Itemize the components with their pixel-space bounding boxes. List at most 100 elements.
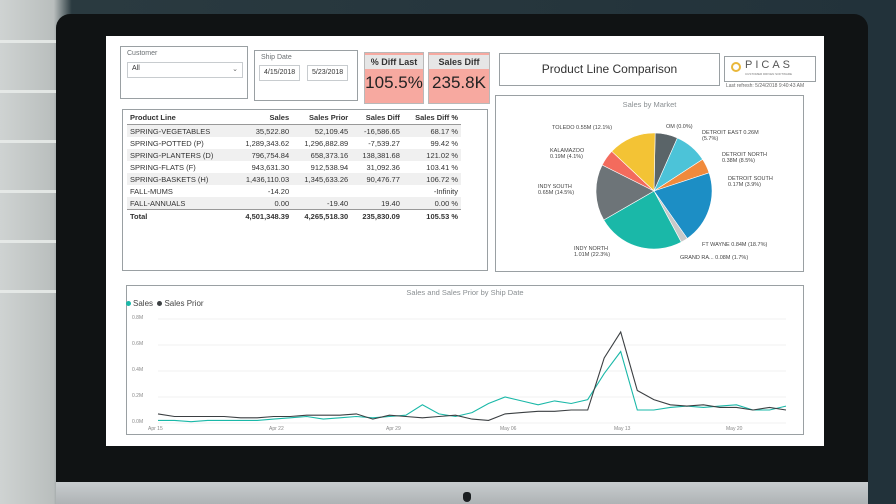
pie-label: DETROIT EAST 0.26M (5.7%) xyxy=(702,130,759,142)
legend-sales[interactable]: Sales xyxy=(133,299,154,308)
cell: 943,631.30 xyxy=(251,162,290,172)
cell: SPRING-POTTED (P) xyxy=(130,138,204,148)
pie-label: OM (0.0%) xyxy=(666,124,693,130)
x-tick: Apr 29 xyxy=(386,426,401,432)
cell: 0.00 % xyxy=(402,197,461,210)
table-row[interactable]: FALL-MUMS -14.20 -Infinity xyxy=(127,185,461,197)
pie-slice-indy-south[interactable] xyxy=(595,164,655,221)
cell: SPRING-BASKETS (H) xyxy=(127,173,234,185)
ship-date-start[interactable]: 4/15/2018 xyxy=(259,65,301,81)
sales-diff-value: 235.8K xyxy=(432,73,486,92)
sales-line-chart-panel: Sales and Sales Prior by Ship Date xyxy=(126,285,804,435)
y-tick: 0.8M xyxy=(132,315,144,321)
cell: -Infinity xyxy=(433,186,458,196)
cell: 796,754.84 xyxy=(233,149,293,161)
cell: -16,586.65 xyxy=(351,124,403,137)
sales-by-market-panel: Sales by Market OM (0.0%) DETROIT EAST 0… xyxy=(495,95,804,272)
last-refresh: Last refresh: 5/24/2018 9:40:43 AM xyxy=(726,83,805,89)
table-row[interactable]: SPRING-PLANTERS (D) 796,754.84 658,373.16 1… xyxy=(127,149,461,161)
ship-date-slicer: Ship Date 4/15/2018 5/23/2018 xyxy=(254,50,358,101)
legend-sales-prior[interactable]: Sales Prior xyxy=(164,299,204,308)
customer-dropdown-value: All xyxy=(132,65,140,72)
window-blind-slat xyxy=(0,290,70,293)
sales-prior-legend-icon xyxy=(157,301,163,306)
pie-slice-indy-north[interactable] xyxy=(603,190,682,250)
pct-diff-card: % Diff Last 105.5% xyxy=(364,52,424,104)
column-header[interactable]: Sales xyxy=(233,111,293,125)
cell: -19.40 xyxy=(292,197,352,210)
cell: 235,830.09 xyxy=(351,209,403,222)
x-tick: Apr 15 xyxy=(148,426,163,432)
cell: 912,538.94 xyxy=(310,162,349,172)
chevron-down-icon: ⌄ xyxy=(232,66,238,73)
sales-diff-card: Sales Diff 235.8K xyxy=(428,52,490,104)
logo-subtitle: CUSTOMER DRIVEN SOFTWARE xyxy=(745,72,793,76)
pie-chart-title: Sales by Market xyxy=(622,100,677,109)
cell: 31,092.36 xyxy=(366,162,400,172)
window-blind-slat xyxy=(0,240,70,243)
cell: 121.02 % xyxy=(402,149,461,161)
cell: 105.53 % xyxy=(402,209,461,222)
cell: 4,501,348.39 xyxy=(233,209,293,222)
pie-slice-toledo[interactable] xyxy=(611,132,656,192)
pct-diff-title: % Diff Last xyxy=(365,55,423,69)
y-tick: 0.0M xyxy=(132,419,144,425)
product-line-table: Product Line Sales Sales Prior Sales Dif… xyxy=(127,111,461,222)
table-row[interactable]: FALL-ANNUALS 0.00 -19.40 19.40 0.00 % xyxy=(127,197,461,210)
customer-slicer-title: Customer xyxy=(127,50,158,57)
window-blind-slat xyxy=(0,140,70,143)
column-header[interactable]: Sales Diff % xyxy=(402,111,461,125)
line-chart-title: Sales and Sales Prior by Ship Date xyxy=(406,288,524,297)
column-header[interactable]: Product Line xyxy=(127,111,234,125)
cell: FALL-ANNUALS xyxy=(127,197,234,210)
column-header[interactable]: Sales Prior xyxy=(292,111,352,125)
dashboard-screen: Customer All ⌄ Ship Date 4/15/2018 5/23/… xyxy=(106,36,824,446)
cell: 1,289,343.62 xyxy=(245,138,290,148)
y-tick: 0.2M xyxy=(132,393,144,399)
table-header-row: Product Line Sales Sales Prior Sales Dif… xyxy=(127,111,461,125)
cell: 1,345,633.26 xyxy=(292,173,352,185)
pie-chart[interactable] xyxy=(496,96,803,271)
series-line-sales-prior[interactable] xyxy=(157,330,787,421)
line-chart[interactable] xyxy=(126,285,802,433)
cell: SPRING-VEGETABLES xyxy=(127,124,234,137)
logo-text: PICAS xyxy=(745,59,794,71)
cell: 103.41 % xyxy=(426,162,458,172)
sales-diff-title: Sales Diff xyxy=(429,55,489,69)
customer-dropdown[interactable]: All ⌄ xyxy=(127,62,243,78)
cell: 35,522.80 xyxy=(233,124,293,137)
cell: SPRING-PLANTERS (D) xyxy=(127,149,234,161)
pie-label: FT WAYNE 0.84M (18.7%) xyxy=(702,242,768,248)
y-tick: 0.6M xyxy=(132,341,144,347)
pie-slice-ft-wayne[interactable] xyxy=(653,172,713,239)
pie-label: INDY NORTH 1.01M (22.3%) xyxy=(574,246,611,258)
cell xyxy=(292,185,351,197)
cell: FALL-MUMS xyxy=(130,186,173,196)
pie-label: GRAND RA... 0.08M (1.7%) xyxy=(680,255,749,261)
pie-label: KALAMAZOO 0.19M (4.1%) xyxy=(550,148,585,160)
cell: 4,265,518.30 xyxy=(292,209,352,222)
series-line-sales[interactable] xyxy=(158,350,787,423)
x-tick: May 20 xyxy=(726,426,743,432)
x-tick: May 13 xyxy=(614,426,631,432)
cell: Total xyxy=(127,209,234,222)
column-header[interactable]: Sales Diff xyxy=(351,111,403,125)
cell: 138,381.68 xyxy=(351,149,403,161)
y-tick: 0.4M xyxy=(132,367,144,373)
table-row[interactable]: SPRING-FLATS (F) 943,631.30 912,538.94 31,0… xyxy=(127,161,461,173)
table-row[interactable]: SPRING-BASKETS (H) 1,436,110.03 1,345,633.… xyxy=(127,173,461,185)
window-blind-slat xyxy=(0,40,70,43)
cell: 52,109.45 xyxy=(292,124,352,137)
window-blind-slat xyxy=(0,190,70,193)
pct-diff-value: 105.5% xyxy=(365,73,423,92)
pie-label: TOLEDO 0.55M (12.1%) xyxy=(552,125,613,131)
table-row[interactable]: SPRING-VEGETABLES 35,522.80 52,109.45 -16,5… xyxy=(127,124,461,137)
ship-date-end[interactable]: 5/23/2018 xyxy=(307,65,349,81)
cell: 1,436,110.03 xyxy=(233,173,293,185)
ship-date-title: Ship Date xyxy=(261,54,292,61)
cell: 658,373.16 xyxy=(292,149,352,161)
table-row[interactable]: SPRING-POTTED (P) 1,289,343.62 1,296,882.8… xyxy=(127,137,461,149)
picas-logo-mark-icon xyxy=(731,62,741,72)
x-tick: May 06 xyxy=(500,426,517,432)
line-chart-legend: Sales Sales Prior xyxy=(126,299,204,308)
